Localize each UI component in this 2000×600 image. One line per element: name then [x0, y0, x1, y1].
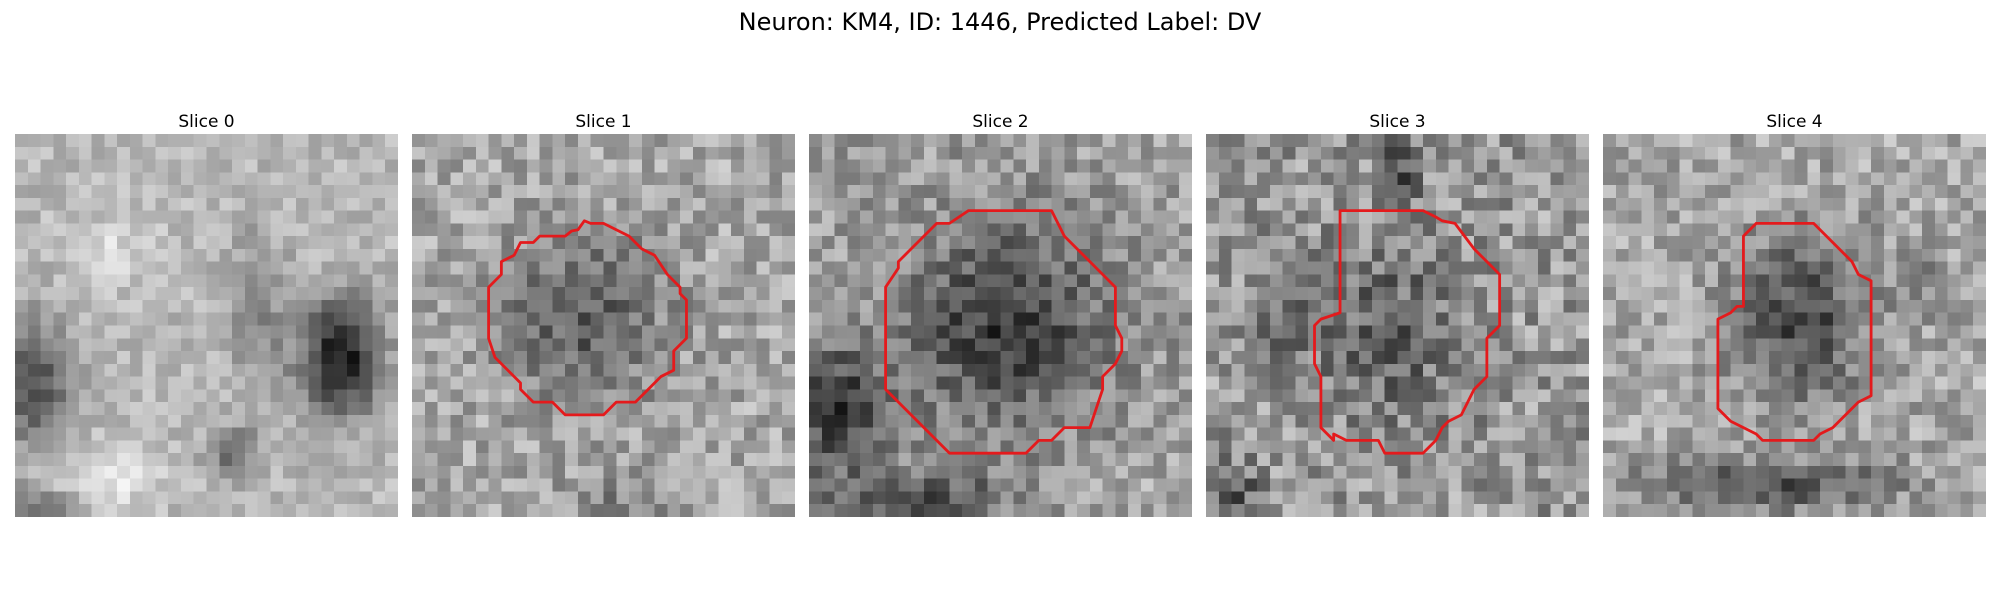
slice-title-2: Slice 2	[972, 112, 1029, 132]
slice-title-4: Slice 4	[1766, 112, 1823, 132]
segmentation-contour	[487, 219, 688, 417]
slice-panel-2: Slice 2	[809, 110, 1192, 517]
slice-title-1: Slice 1	[575, 112, 632, 132]
slice-panel-0: Slice 0	[15, 110, 398, 517]
figure-title: Neuron: KM4, ID: 1446, Predicted Label: …	[738, 8, 1262, 36]
slice-image-3	[1206, 134, 1589, 517]
slice-title-3: Slice 3	[1369, 112, 1426, 132]
slice-panel-1: Slice 1	[412, 110, 795, 517]
slice-panel-3: Slice 3	[1206, 110, 1589, 517]
slice-image-1	[412, 134, 795, 517]
segmentation-contour	[1313, 209, 1502, 455]
segmentation-contour	[1716, 221, 1873, 442]
segmentation-contour	[884, 209, 1124, 455]
slice-image-2	[809, 134, 1192, 517]
slice-title-0: Slice 0	[178, 112, 235, 132]
slice-image-0	[15, 134, 398, 517]
slice-panel-4: Slice 4	[1603, 110, 1986, 517]
slice-image-4	[1603, 134, 1986, 517]
